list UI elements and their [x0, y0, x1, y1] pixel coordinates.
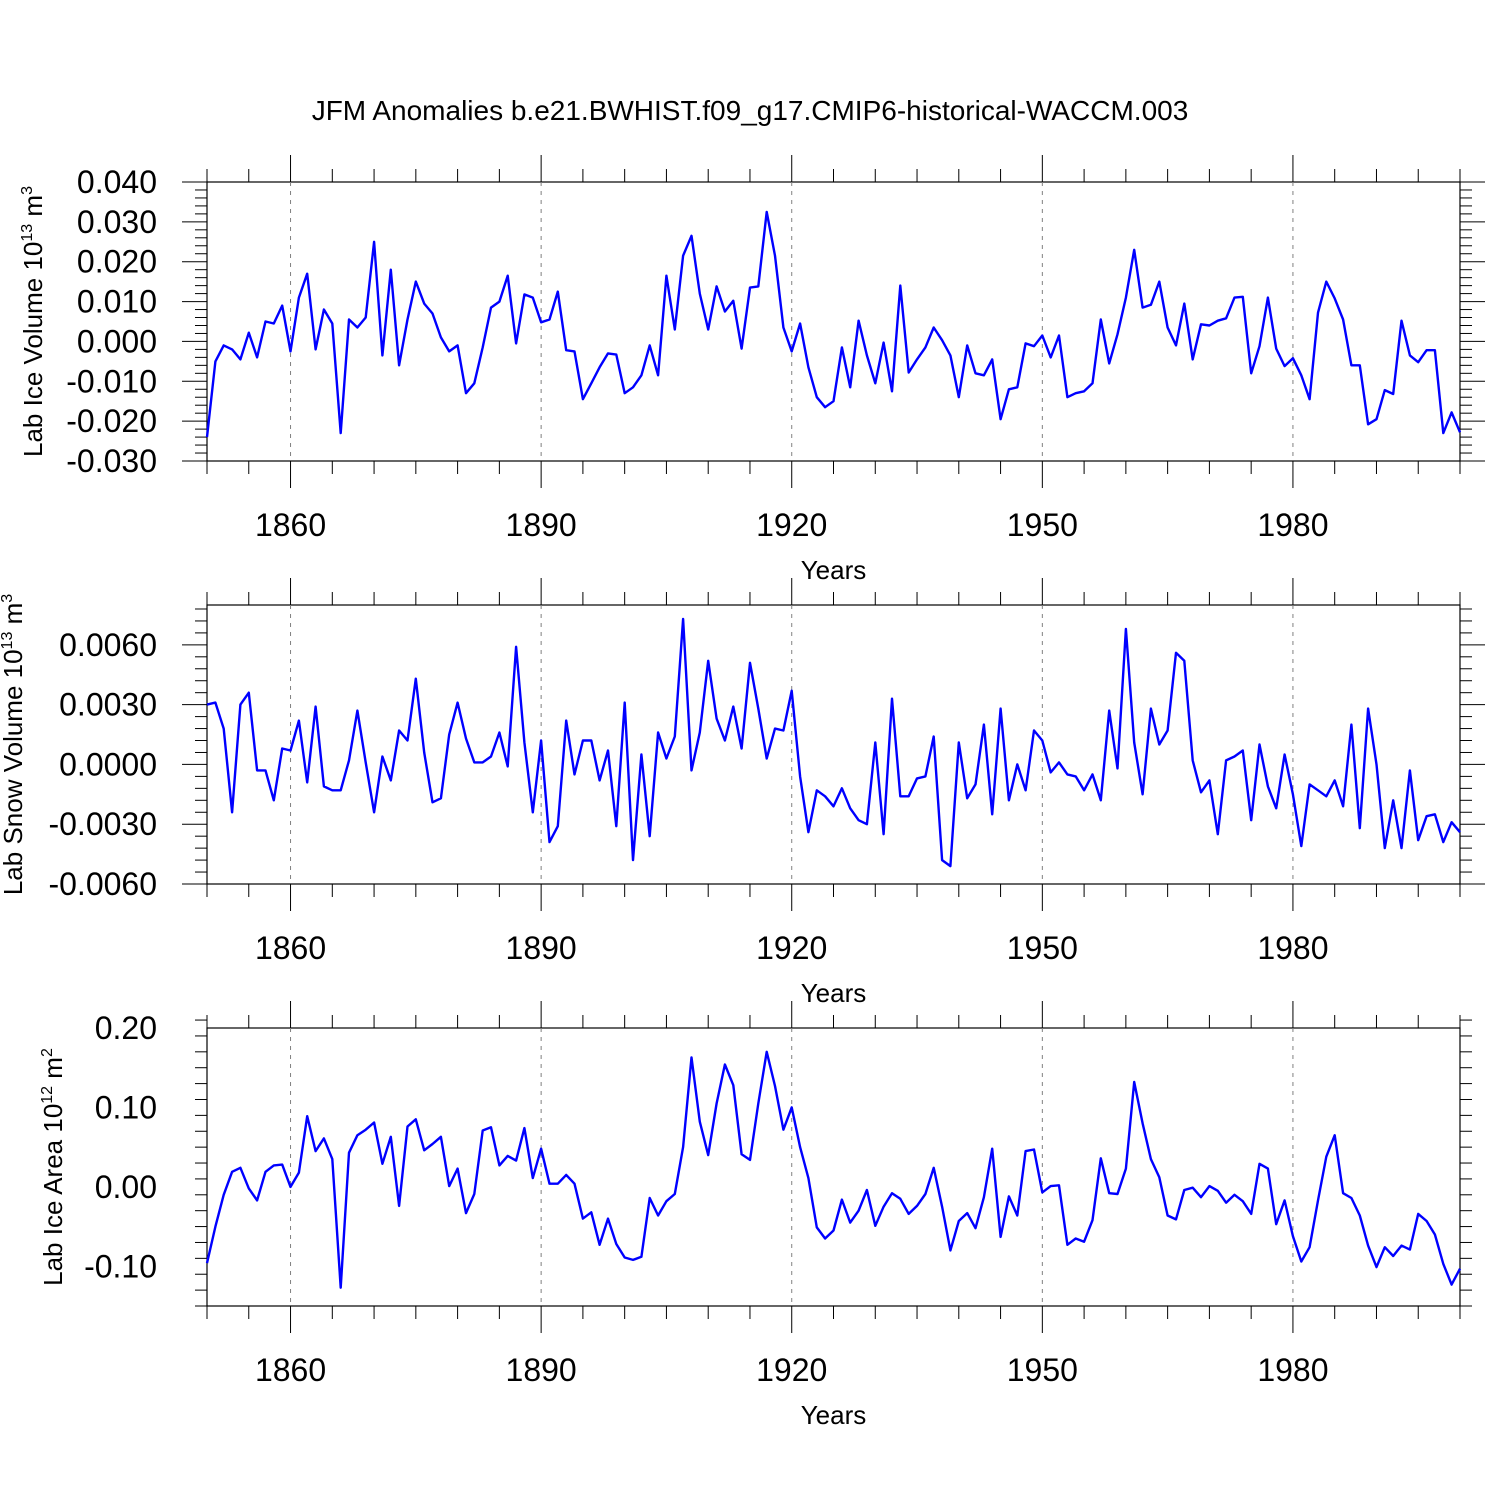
- figure-title: JFM Anomalies b.e21.BWHIST.f09_g17.CMIP6…: [312, 95, 1189, 126]
- x-axis-title: Years: [801, 1400, 867, 1430]
- y-axis-title-exponent: 13: [19, 224, 36, 242]
- y-axis-title-exponent: 12: [39, 1086, 56, 1104]
- y-tick-label: 0.030: [77, 204, 157, 240]
- y-tick-label: 0.000: [77, 323, 157, 359]
- y-tick-label: -0.0060: [48, 866, 157, 902]
- data-series-line: [205, 1050, 1462, 1289]
- x-tick-label: 1890: [506, 1352, 577, 1388]
- ice-volume-panel: 1860 1890 1920 1950 1980 Years -0.030 -0.020 -0.…: [18, 155, 1485, 585]
- x-axis-title: Years: [801, 555, 867, 585]
- y-tick-label: 0.00: [95, 1169, 157, 1205]
- y-axis-title-unit-exponent: 3: [19, 186, 36, 195]
- y-axis-title-main: Lab Snow Volume 10: [0, 649, 28, 895]
- y-axis-title: Lab Snow Volume 1013 m3: [0, 594, 28, 895]
- y-tick-label: 0.10: [95, 1089, 157, 1125]
- y-tick-label: -0.010: [66, 363, 157, 399]
- y-tick-label: -0.10: [84, 1248, 157, 1284]
- x-tick-label: 1890: [506, 507, 577, 543]
- x-tick-label: 1950: [1007, 930, 1078, 966]
- y-tick-label: 0.0000: [59, 746, 157, 782]
- x-tick-label: 1980: [1257, 1352, 1328, 1388]
- x-tick-label: 1980: [1257, 507, 1328, 543]
- y-axis-title-exponent: 13: [0, 632, 16, 650]
- y-axis-title-unit-exponent: 3: [0, 594, 16, 603]
- x-tick-label: 1920: [756, 507, 827, 543]
- x-tick-label: 1890: [506, 930, 577, 966]
- x-tick-label: 1950: [1007, 507, 1078, 543]
- y-axis-title-unit: m: [0, 603, 28, 632]
- x-tick-label: 1860: [255, 1352, 326, 1388]
- x-axis-title: Years: [801, 978, 867, 1008]
- x-tick-label: 1860: [255, 930, 326, 966]
- y-axis-title: Lab Ice Volume 1013 m3: [18, 186, 48, 457]
- y-tick-label: 0.0030: [59, 687, 157, 723]
- y-tick-label: -0.030: [66, 443, 157, 479]
- y-axis-title: Lab Ice Area 1012 m2: [38, 1048, 68, 1286]
- y-axis-title-unit: m: [38, 1057, 68, 1086]
- snow-volume-panel: 1860 1890 1920 1950 1980 Years -0.0060 -0.0030 0…: [0, 578, 1485, 1008]
- y-tick-label: 0.040: [77, 164, 157, 200]
- ice-area-panel: 1860 1890 1920 1950 1980 Years -0.10 0.00 0.10 0.…: [38, 1001, 1472, 1430]
- data-series-line: [205, 210, 1462, 438]
- x-tick-label: 1980: [1257, 930, 1328, 966]
- y-tick-label: 0.20: [95, 1010, 157, 1046]
- y-tick-label: -0.020: [66, 403, 157, 439]
- data-series-line: [206, 617, 1461, 868]
- y-tick-label: 0.010: [77, 284, 157, 320]
- plot-frame: [206, 604, 1461, 885]
- y-tick-label: -0.0030: [48, 806, 157, 842]
- y-axis-title-unit-exponent: 2: [39, 1048, 56, 1057]
- y-axis-title-main: Lab Ice Volume 10: [18, 242, 48, 457]
- x-tick-label: 1920: [756, 1352, 827, 1388]
- y-axis-title-unit: m: [18, 195, 48, 224]
- y-tick-label: 0.020: [77, 244, 157, 280]
- x-tick-label: 1920: [756, 930, 827, 966]
- y-tick-label: 0.0060: [59, 627, 157, 663]
- x-tick-label: 1860: [255, 507, 326, 543]
- y-axis-title-main: Lab Ice Area 10: [38, 1104, 68, 1286]
- x-tick-label: 1950: [1007, 1352, 1078, 1388]
